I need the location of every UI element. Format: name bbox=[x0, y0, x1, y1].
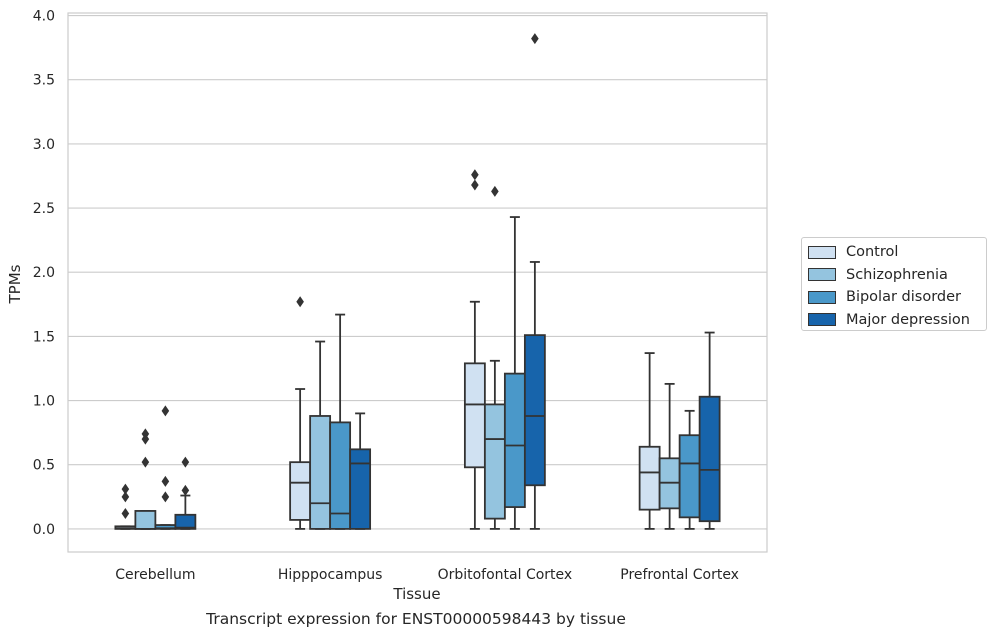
box-2-1 bbox=[483, 185, 506, 530]
x-tick-label: Cerebellum bbox=[115, 567, 195, 583]
outlier-point bbox=[296, 296, 304, 308]
outlier-point bbox=[141, 456, 150, 468]
box-2-3 bbox=[523, 33, 546, 530]
legend-label-control: Control bbox=[846, 244, 899, 261]
legend-label-bipolar-disorder: Bipolar disorder bbox=[846, 289, 961, 306]
x-tick-labels: Cerebellum Hipppocampus Orbitofontal Corte… bbox=[115, 567, 739, 583]
box-body bbox=[483, 403, 506, 520]
outlier-point bbox=[471, 179, 479, 191]
box-1-2 bbox=[329, 313, 352, 530]
outlier-point bbox=[471, 169, 479, 181]
box-body bbox=[309, 415, 332, 530]
box-body bbox=[638, 445, 661, 511]
outlier-point bbox=[121, 508, 130, 519]
box-3-2 bbox=[678, 409, 701, 530]
outlier-point bbox=[531, 33, 539, 45]
box-0-3 bbox=[174, 456, 197, 530]
legend-item-control: Control bbox=[808, 241, 986, 264]
outlier-point bbox=[161, 405, 170, 417]
box-1-3 bbox=[349, 412, 372, 530]
outlier-point bbox=[161, 475, 170, 487]
y-tick-label: 1.5 bbox=[33, 329, 55, 345]
box-3-0 bbox=[638, 352, 661, 530]
box-3-1 bbox=[658, 382, 681, 530]
box-2-2 bbox=[503, 216, 526, 530]
boxes bbox=[114, 33, 721, 530]
outlier-point bbox=[161, 491, 170, 503]
box-1-0 bbox=[289, 296, 312, 530]
box-body bbox=[463, 362, 486, 469]
x-tick-label: Orbitofontal Cortex bbox=[438, 567, 573, 583]
box-body bbox=[698, 395, 721, 523]
box-1-1 bbox=[309, 340, 332, 530]
outlier-point bbox=[121, 491, 130, 503]
legend-item-schizophrenia: Schizophrenia bbox=[808, 264, 986, 287]
legend-swatch-schizophrenia bbox=[808, 268, 836, 282]
box-body bbox=[503, 372, 526, 508]
outlier-point bbox=[491, 185, 499, 197]
legend-item-bipolar-disorder: Bipolar disorder bbox=[808, 286, 986, 309]
y-tick-label: 2.0 bbox=[33, 265, 55, 281]
plot-area-frame bbox=[67, 12, 768, 553]
box-body bbox=[349, 448, 372, 530]
outlier-point bbox=[181, 456, 190, 468]
box-body bbox=[134, 510, 157, 530]
box-0-1 bbox=[134, 428, 157, 530]
legend-swatch-control bbox=[808, 245, 836, 259]
y-tick-label: 3.5 bbox=[33, 73, 55, 89]
legend-swatch-bipolar-disorder bbox=[808, 290, 836, 304]
legend-item-major-depression: Major depression bbox=[808, 309, 986, 332]
legend-label-schizophrenia: Schizophrenia bbox=[846, 266, 948, 283]
legend-swatch-major-depression bbox=[808, 313, 836, 327]
legend: Control Schizophrenia Bipolar disorder M… bbox=[801, 237, 987, 331]
x-tick-label: Prefrontal Cortex bbox=[620, 567, 739, 583]
box-0-0 bbox=[114, 483, 137, 530]
y-tick-label: 2.5 bbox=[33, 201, 55, 217]
y-tick-label: 1.0 bbox=[33, 394, 55, 410]
box-body bbox=[174, 513, 197, 530]
box-0-2 bbox=[154, 405, 177, 530]
gridlines bbox=[68, 15, 767, 530]
box-3-3 bbox=[698, 331, 721, 530]
x-tick-label: Hipppocampus bbox=[278, 567, 383, 583]
y-tick-label: 4.0 bbox=[33, 9, 55, 25]
y-tick-labels: 0.0 0.5 1.0 1.5 2.0 2.5 3.0 3.5 4.0 bbox=[33, 9, 55, 538]
outlier-point bbox=[121, 483, 130, 495]
box-body bbox=[523, 334, 546, 487]
x-axis-title: Tissue bbox=[392, 585, 440, 603]
box-body bbox=[289, 461, 312, 521]
y-axis-title: TPMs bbox=[6, 264, 24, 304]
outlier-point bbox=[181, 484, 190, 496]
chart-caption: Transcript expression for ENST0000059844… bbox=[206, 610, 626, 628]
box-2-0 bbox=[463, 169, 486, 530]
outlier-point bbox=[141, 428, 150, 440]
y-tick-label: 3.0 bbox=[33, 137, 55, 153]
legend-label-major-depression: Major depression bbox=[846, 311, 970, 328]
y-tick-label: 0.0 bbox=[33, 522, 55, 538]
box-body bbox=[678, 434, 701, 519]
y-tick-label: 0.5 bbox=[33, 458, 55, 474]
